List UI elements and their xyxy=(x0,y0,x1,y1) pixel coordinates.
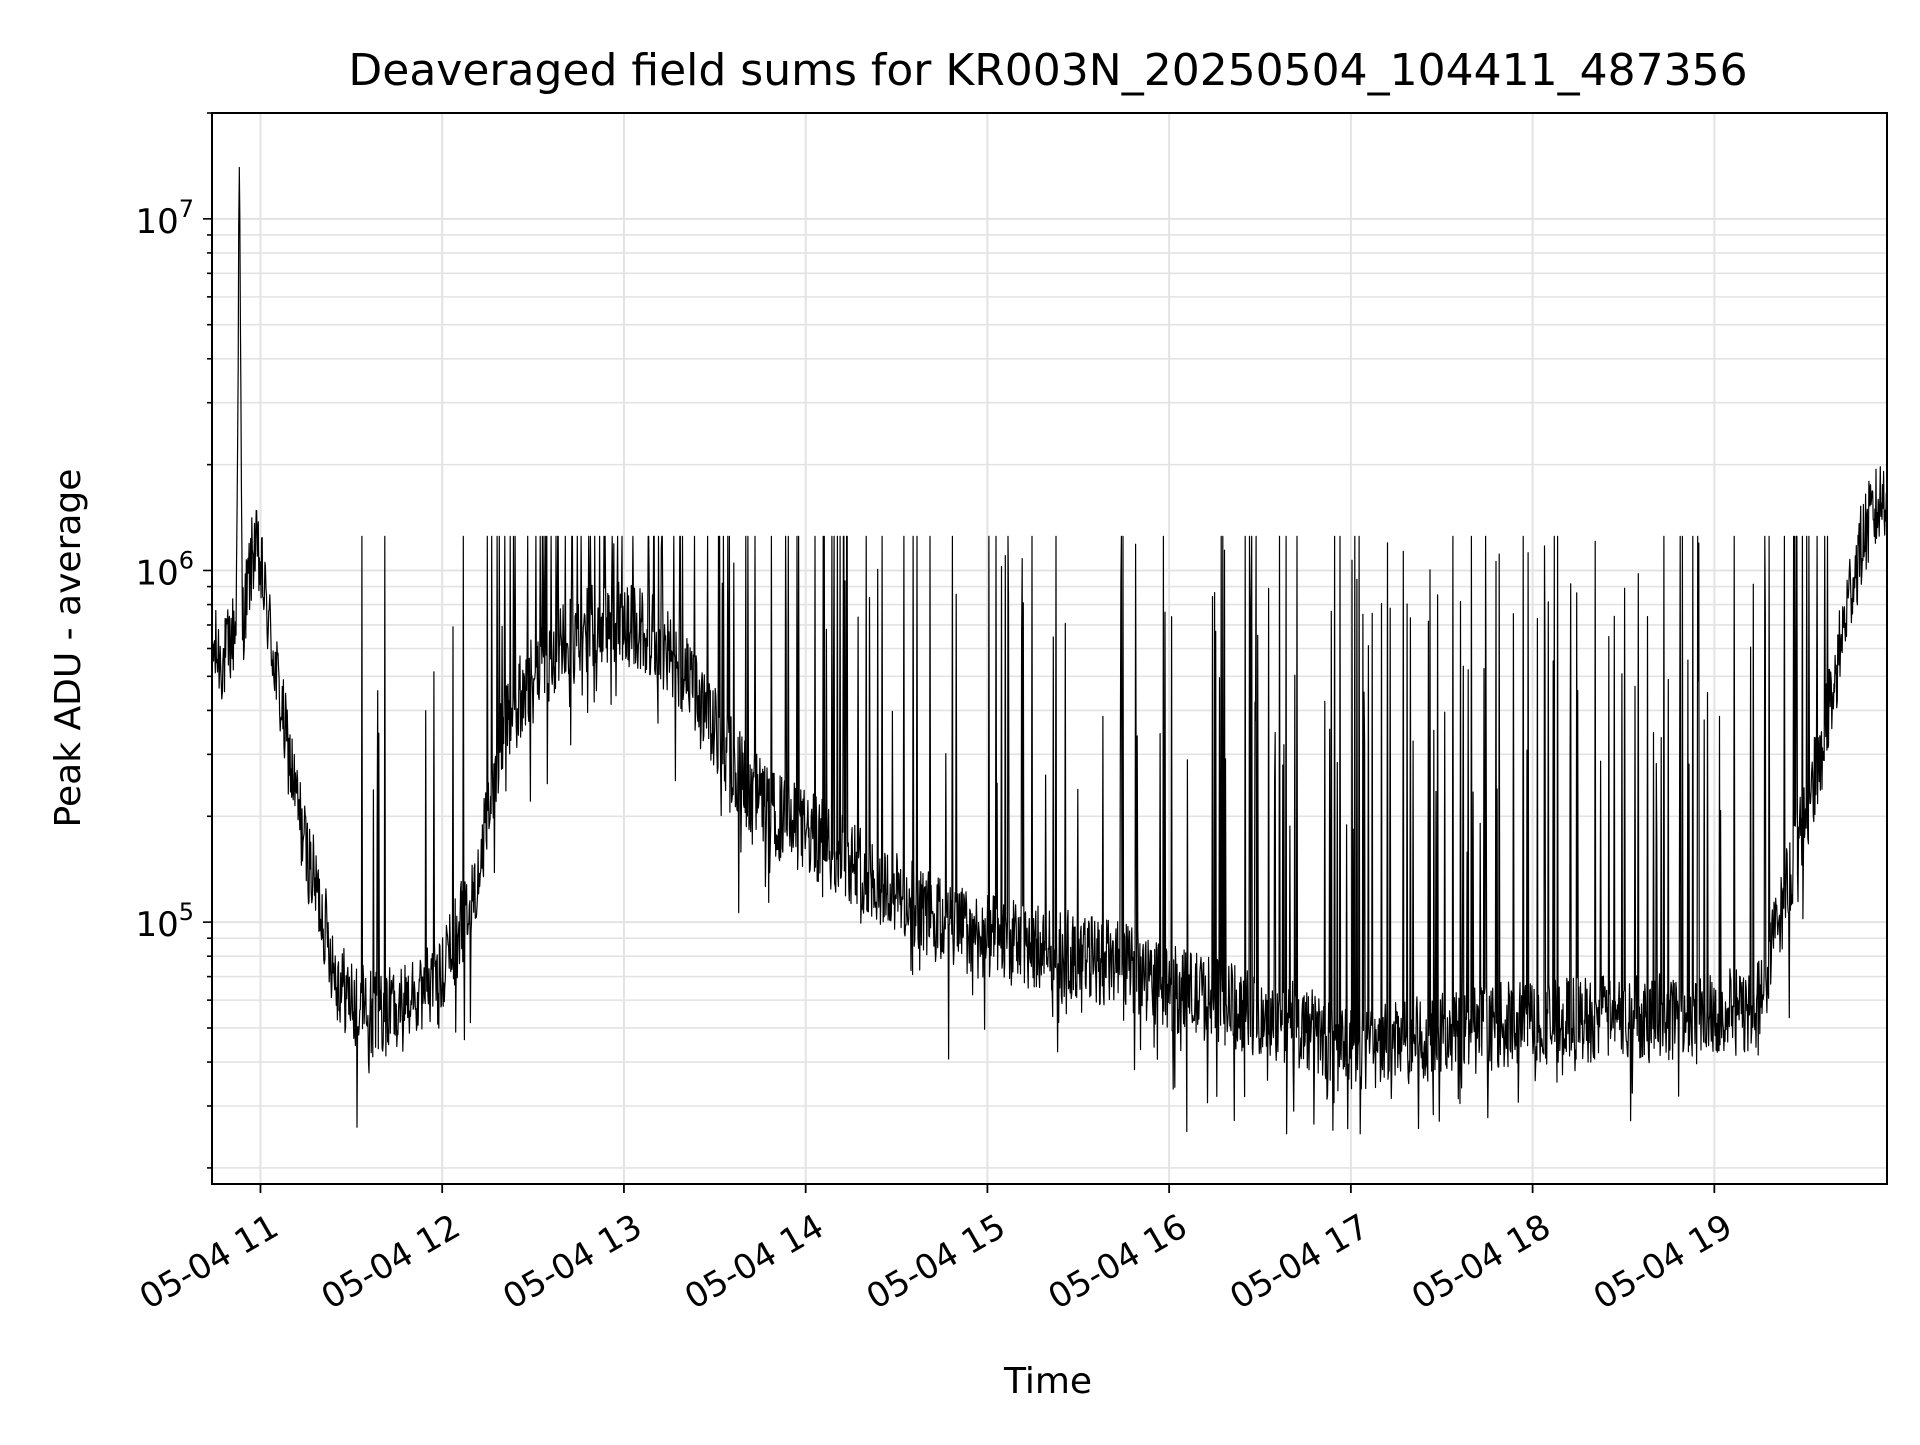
y-tick-label: 107 xyxy=(135,195,194,242)
y-tick-label: 105 xyxy=(135,898,194,945)
ticks: 05-04 11 05-04 12 05-04 13 05-04 14 05-04 15… xyxy=(133,112,1739,1318)
x-tick-label: 05-04 11 xyxy=(133,1207,285,1318)
y-axis-label: Peak ADU - average xyxy=(48,469,89,828)
x-tick-label: 05-04 16 xyxy=(1042,1207,1194,1318)
x-tick-label: 05-04 14 xyxy=(678,1207,830,1318)
x-tick-label: 05-04 15 xyxy=(860,1207,1012,1318)
data-layer xyxy=(211,166,1888,1135)
y-tick-label: 106 xyxy=(135,546,194,593)
x-tick-label: 05-04 12 xyxy=(315,1207,467,1318)
series-line xyxy=(211,166,1888,1135)
chart-title: Deaveraged field sums for KR003N_2025050… xyxy=(348,45,1747,96)
x-axis-label: Time xyxy=(1003,1361,1092,1402)
x-tick-label: 05-04 19 xyxy=(1587,1207,1739,1318)
x-tick-label: 05-04 13 xyxy=(496,1207,648,1318)
x-tick-label: 05-04 17 xyxy=(1223,1207,1375,1318)
x-tick-label: 05-04 18 xyxy=(1405,1207,1557,1318)
